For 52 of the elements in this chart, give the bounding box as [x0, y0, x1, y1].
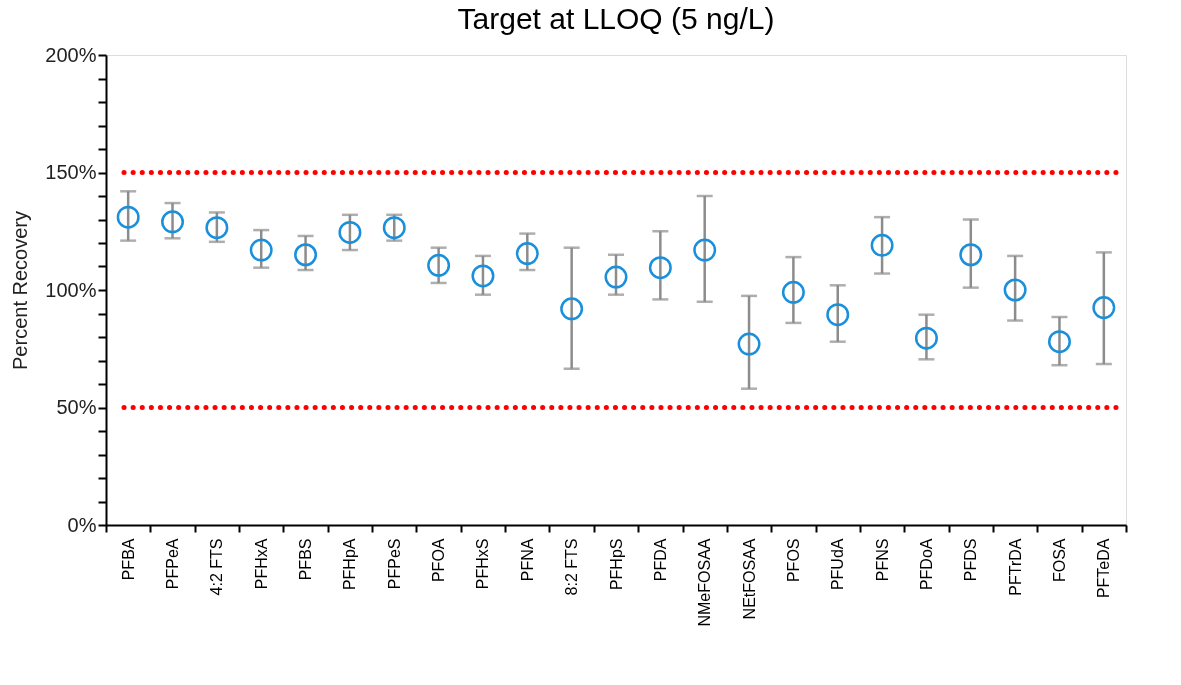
- x-tick-label: PFBS: [297, 538, 315, 581]
- point: [826, 303, 850, 327]
- point: [471, 264, 495, 288]
- x-tick-label: PFDoA: [917, 538, 935, 591]
- x-tick-label: NMeFOSAA: [696, 538, 714, 627]
- x-tick-label: FOSA: [1050, 538, 1068, 583]
- x-tick-label: PFBA: [119, 538, 137, 581]
- point: [737, 332, 761, 356]
- x-tick-label: PFHxA: [252, 538, 270, 590]
- x-tick-label: NEtFOSAA: [740, 538, 758, 620]
- x-tick-label: PFPeS: [385, 538, 403, 590]
- point: [1003, 278, 1027, 302]
- point: [914, 326, 938, 350]
- y-tick-label: 0%: [67, 513, 97, 536]
- point: [427, 253, 451, 277]
- point: [338, 220, 362, 244]
- point: [205, 216, 229, 240]
- y-tick-label: 150%: [45, 161, 97, 183]
- point: [1092, 296, 1116, 320]
- point: [116, 205, 140, 229]
- x-tick-label: PFNA: [518, 538, 536, 582]
- x-tick-label: PFDS: [962, 538, 980, 582]
- point: [604, 265, 628, 289]
- y-axis-title: Percent Recovery: [9, 211, 32, 370]
- x-tick-label: 8:2 FTS: [563, 538, 581, 596]
- x-tick-label: PFTrDA: [1006, 538, 1024, 596]
- x-tick-label: PFHpS: [607, 538, 625, 591]
- point: [161, 210, 185, 234]
- x-tick-label: PFNS: [873, 538, 891, 582]
- point: [693, 238, 717, 262]
- x-tick-label: 4:2 FTS: [208, 538, 226, 596]
- point: [249, 238, 273, 262]
- x-tick-label: PFDA: [651, 538, 669, 582]
- y-tick-label: 200%: [45, 43, 97, 66]
- x-tick-label: PFUdA: [829, 538, 847, 591]
- x-tick-label: PFHxS: [474, 538, 492, 590]
- point: [560, 297, 584, 321]
- point: [294, 243, 318, 267]
- x-tick-label: PFOA: [430, 538, 448, 583]
- point: [1047, 330, 1071, 354]
- y-tick-label: 50%: [56, 396, 97, 418]
- point: [781, 280, 805, 304]
- point: [959, 243, 983, 267]
- x-tick-label: PFOS: [784, 538, 802, 583]
- chart-title: Target at LLOQ (5 ng/L): [457, 2, 775, 35]
- y-tick-label: 100%: [45, 278, 97, 301]
- x-tick-label: PFPeA: [164, 538, 182, 590]
- x-tick-label: PFTeDA: [1095, 538, 1113, 599]
- point: [648, 256, 672, 280]
- point: [870, 233, 894, 257]
- x-tick-label: PFHpA: [341, 538, 359, 591]
- point: [515, 242, 539, 266]
